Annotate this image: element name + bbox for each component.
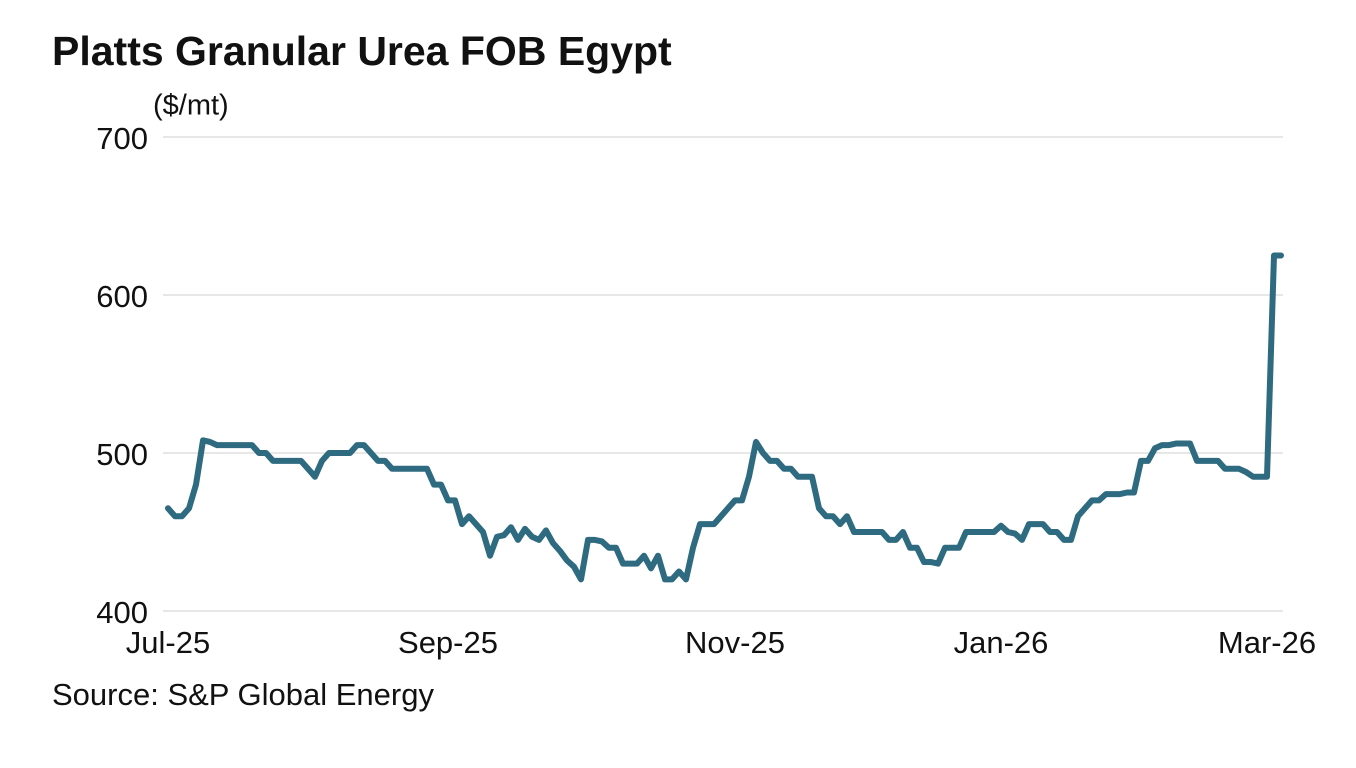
y-tick-label: 700 xyxy=(96,121,148,156)
x-tick-label: Sep-25 xyxy=(398,625,498,660)
y-tick-label: 600 xyxy=(96,279,148,314)
y-tick-label: 400 xyxy=(96,595,148,630)
y-tick-label: 500 xyxy=(96,437,148,472)
y-axis-label: ($/mt) xyxy=(153,90,229,122)
x-tick-label: Jan-26 xyxy=(954,625,1049,660)
x-tick-label: Nov-25 xyxy=(685,625,785,660)
source: Source: S&P Global Energy xyxy=(52,677,434,712)
x-tick-label: Mar-26 xyxy=(1218,625,1316,660)
line xyxy=(165,252,1284,583)
x-tick-label: Jul-25 xyxy=(126,625,210,660)
chart-title: Platts Granular Urea FOB Egypt xyxy=(52,28,672,74)
